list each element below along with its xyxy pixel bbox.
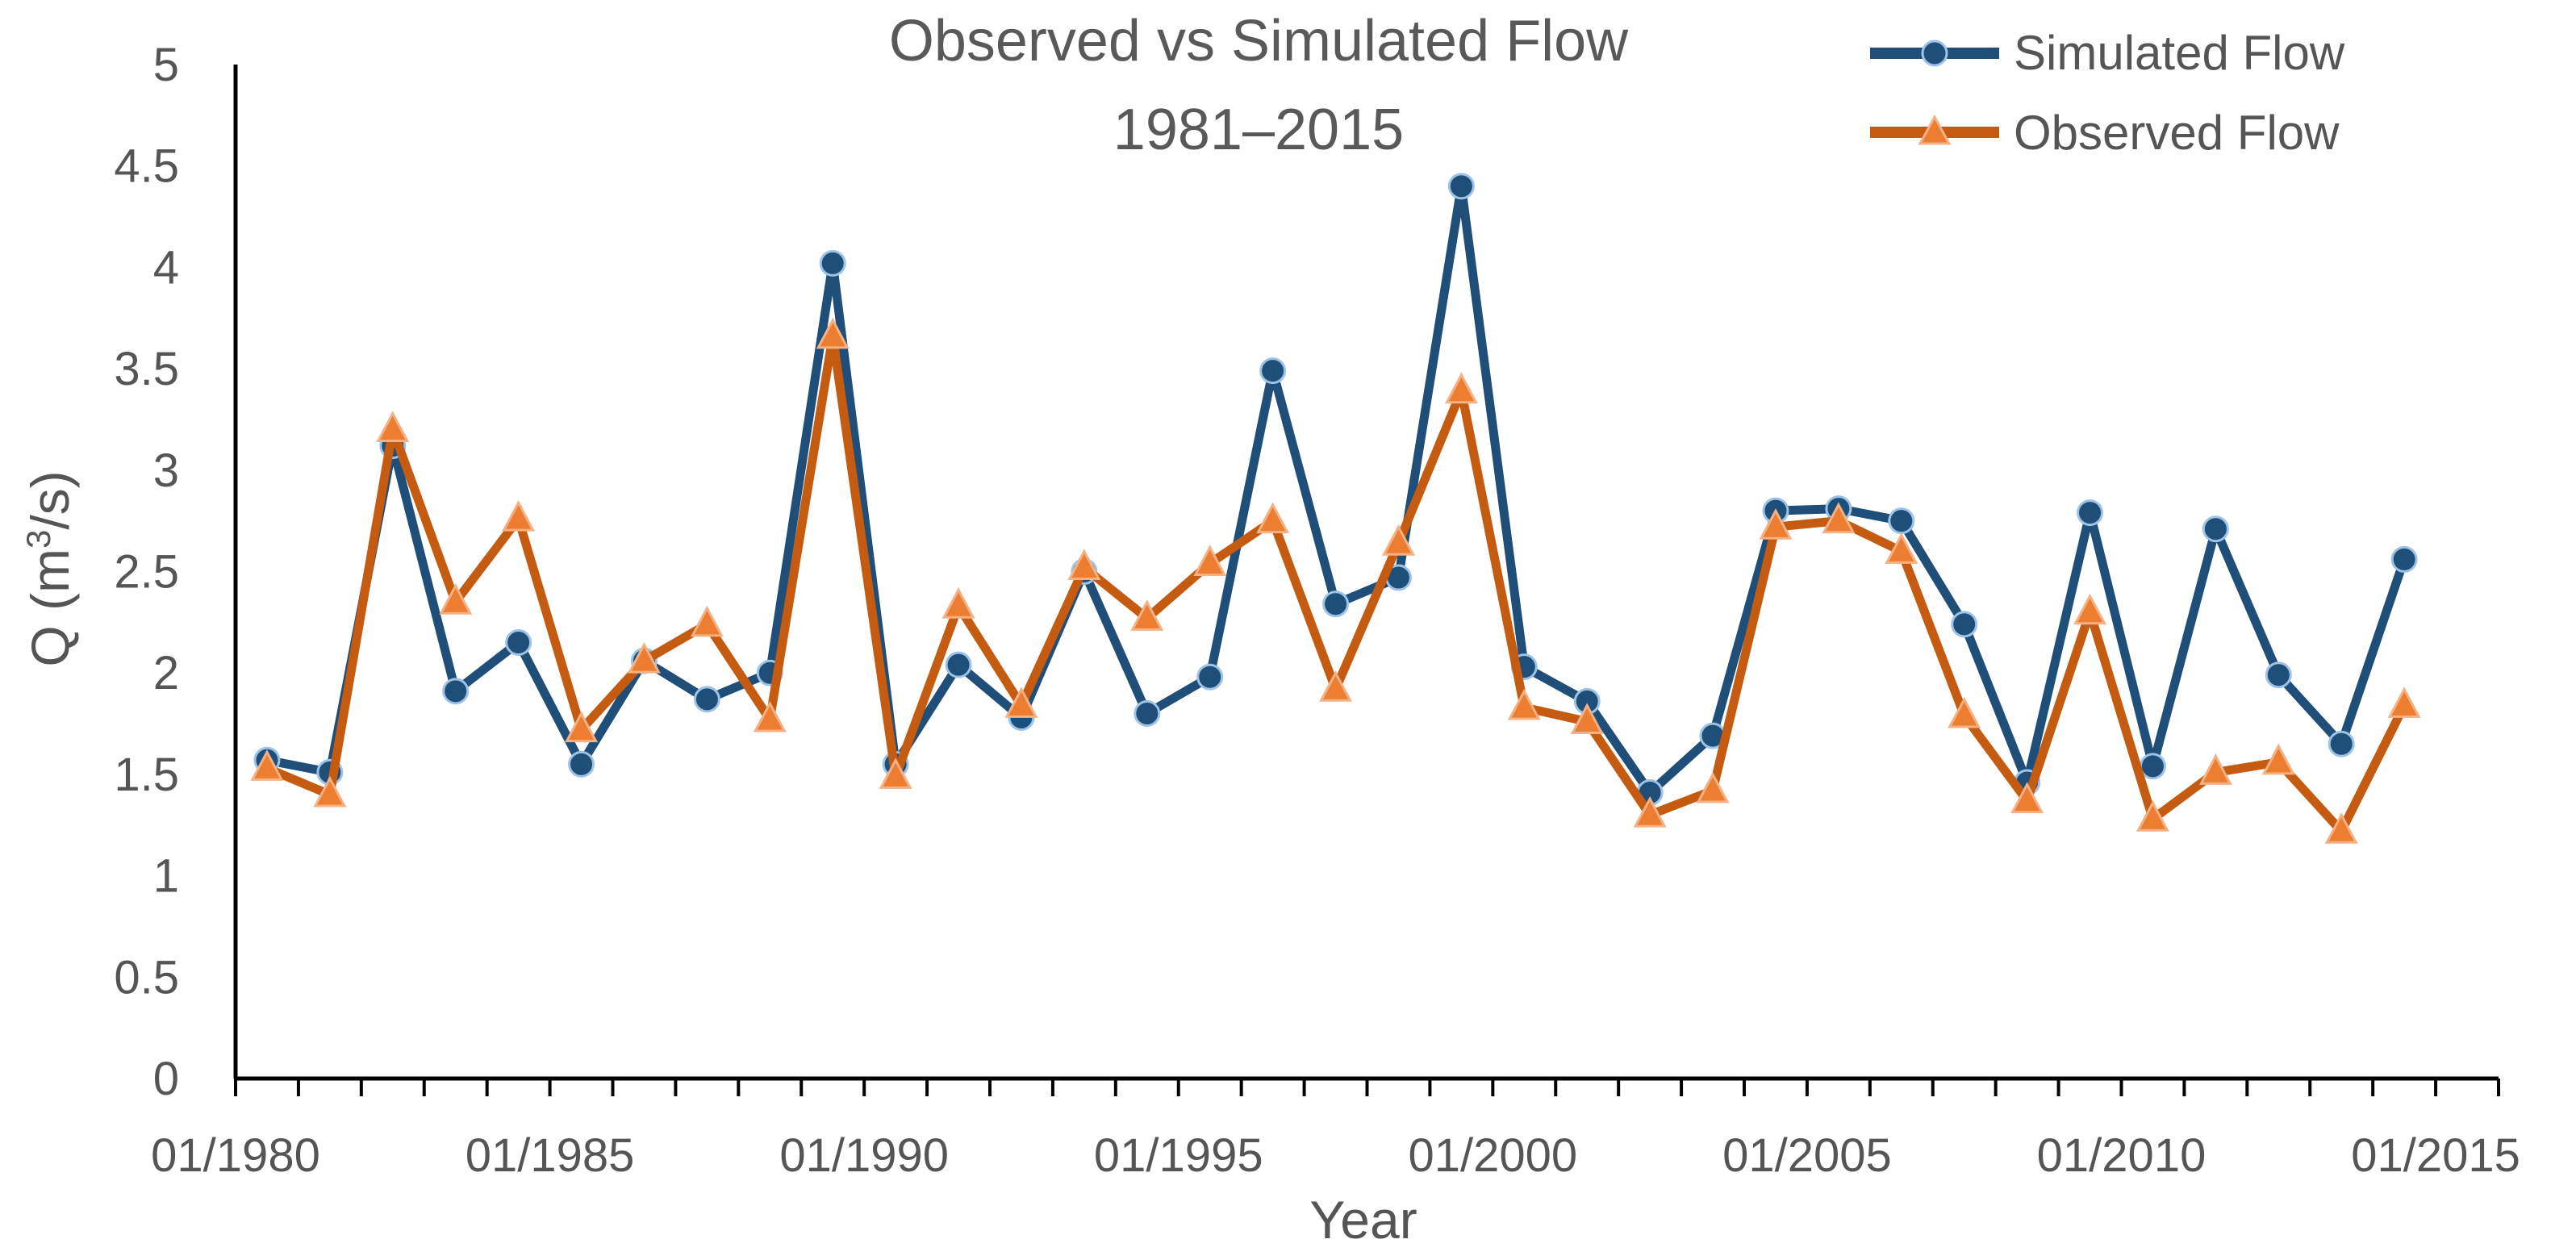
- y-tick-label: 0.5: [114, 951, 179, 1004]
- y-tick-label: 2: [153, 647, 179, 699]
- data-point[interactable]: [941, 587, 975, 619]
- y-tick-label: 4.5: [114, 140, 179, 193]
- data-point[interactable]: [1319, 670, 1353, 702]
- data-point[interactable]: [1322, 590, 1350, 618]
- y-axis-title: Q (m3/s): [19, 470, 81, 666]
- data-point[interactable]: [1759, 507, 1793, 540]
- data-point[interactable]: [313, 775, 347, 807]
- series-observed-flow: [250, 317, 2421, 844]
- series-layer: [250, 173, 2421, 844]
- x-tick-label: 01/2005: [1722, 1129, 1892, 1182]
- x-tick-marks: [234, 1079, 2500, 1096]
- data-point[interactable]: [1948, 696, 1981, 728]
- data-point[interactable]: [2324, 812, 2358, 844]
- data-point[interactable]: [442, 678, 470, 705]
- data-point[interactable]: [2202, 515, 2229, 543]
- x-tick-label: 01/1990: [779, 1129, 949, 1182]
- series-simulated-flow: [253, 173, 2418, 807]
- data-point[interactable]: [753, 700, 787, 732]
- legend-marker-simulated: [1921, 40, 1948, 67]
- data-point[interactable]: [1067, 549, 1101, 580]
- data-point[interactable]: [1134, 699, 1161, 727]
- data-point[interactable]: [819, 249, 846, 277]
- data-point[interactable]: [565, 711, 599, 743]
- data-point[interactable]: [945, 651, 972, 678]
- data-point[interactable]: [502, 499, 536, 532]
- data-point[interactable]: [568, 750, 595, 778]
- y-tick-label: 5: [153, 39, 179, 91]
- y-tick-label: 4: [153, 241, 179, 294]
- data-point[interactable]: [1507, 688, 1541, 720]
- data-point[interactable]: [2073, 593, 2107, 625]
- y-axis-title-sup: 3: [19, 530, 57, 549]
- data-point[interactable]: [1447, 173, 1475, 200]
- data-point[interactable]: [1822, 502, 1856, 534]
- y-tick-label: 2.5: [114, 546, 179, 599]
- y-tick-labels: 0 0.5 1 1.5 2 2.5 3 3.5 4 4.5 5: [114, 39, 179, 1105]
- axes: [233, 65, 2499, 1081]
- x-tick-label: 01/1985: [466, 1129, 635, 1182]
- legend-marker-observed: [1918, 114, 1952, 145]
- data-point[interactable]: [627, 641, 661, 674]
- data-point[interactable]: [2198, 753, 2232, 785]
- data-point[interactable]: [1885, 532, 1918, 564]
- data-point[interactable]: [2077, 499, 2104, 527]
- x-tick-label: 01/1980: [151, 1129, 320, 1182]
- data-point[interactable]: [1193, 545, 1227, 576]
- data-point[interactable]: [439, 583, 473, 615]
- data-point[interactable]: [1888, 507, 1915, 535]
- data-point[interactable]: [1444, 372, 1478, 404]
- x-tick-label: 01/2015: [2351, 1129, 2520, 1182]
- x-axis-title: Year: [1309, 1190, 1417, 1250]
- x-tick-label: 01/2010: [2037, 1129, 2207, 1182]
- data-point[interactable]: [2139, 753, 2166, 780]
- y-axis-title-suffix: /s): [20, 470, 80, 529]
- legend[interactable]: Simulated Flow Observed Flow: [1870, 26, 2345, 160]
- data-point[interactable]: [2328, 730, 2355, 757]
- data-point[interactable]: [1256, 502, 1290, 534]
- x-tick-label: 01/2000: [1409, 1129, 1578, 1182]
- legend-label-simulated: Simulated Flow: [2014, 26, 2345, 80]
- data-point[interactable]: [2390, 545, 2418, 573]
- data-point[interactable]: [879, 757, 912, 789]
- legend-item-simulated[interactable]: Simulated Flow: [1870, 26, 2345, 80]
- data-point[interactable]: [690, 605, 724, 637]
- data-point[interactable]: [816, 317, 850, 349]
- x-tick-label: 01/1995: [1094, 1129, 1263, 1182]
- data-point[interactable]: [1570, 703, 1604, 735]
- data-point[interactable]: [2387, 686, 2421, 718]
- data-point[interactable]: [2136, 800, 2169, 832]
- data-point[interactable]: [2261, 743, 2295, 775]
- data-point[interactable]: [376, 411, 410, 443]
- data-point[interactable]: [1130, 599, 1164, 631]
- data-point[interactable]: [1004, 686, 1038, 718]
- y-axis-title-prefix: Q (m: [20, 549, 80, 667]
- data-point[interactable]: [1381, 524, 1415, 556]
- data-point[interactable]: [1951, 611, 1978, 638]
- data-point[interactable]: [505, 628, 532, 656]
- data-point[interactable]: [2010, 782, 2044, 814]
- data-point[interactable]: [250, 749, 284, 781]
- x-tick-labels: 01/1980 01/1985 01/1990 01/1995 01/2000 01/20…: [151, 1129, 2520, 1182]
- chart-title-line-2: 1981–2015: [1113, 98, 1404, 162]
- y-tick-label: 3.5: [114, 343, 179, 395]
- legend-label-observed: Observed Flow: [2014, 106, 2340, 160]
- legend-item-observed[interactable]: Observed Flow: [1870, 106, 2340, 160]
- y-tick-label: 1: [153, 850, 179, 903]
- y-tick-label: 3: [153, 444, 179, 497]
- y-tick-label: 1.5: [114, 749, 179, 801]
- data-point[interactable]: [2265, 661, 2292, 689]
- data-point[interactable]: [1633, 795, 1667, 828]
- data-point[interactable]: [1696, 771, 1730, 803]
- data-point[interactable]: [1259, 357, 1287, 385]
- y-tick-label: 0: [153, 1053, 179, 1105]
- chart-title-line-1: Observed vs Simulated Flow: [889, 9, 1629, 73]
- data-point[interactable]: [693, 686, 720, 713]
- data-point[interactable]: [1196, 663, 1224, 691]
